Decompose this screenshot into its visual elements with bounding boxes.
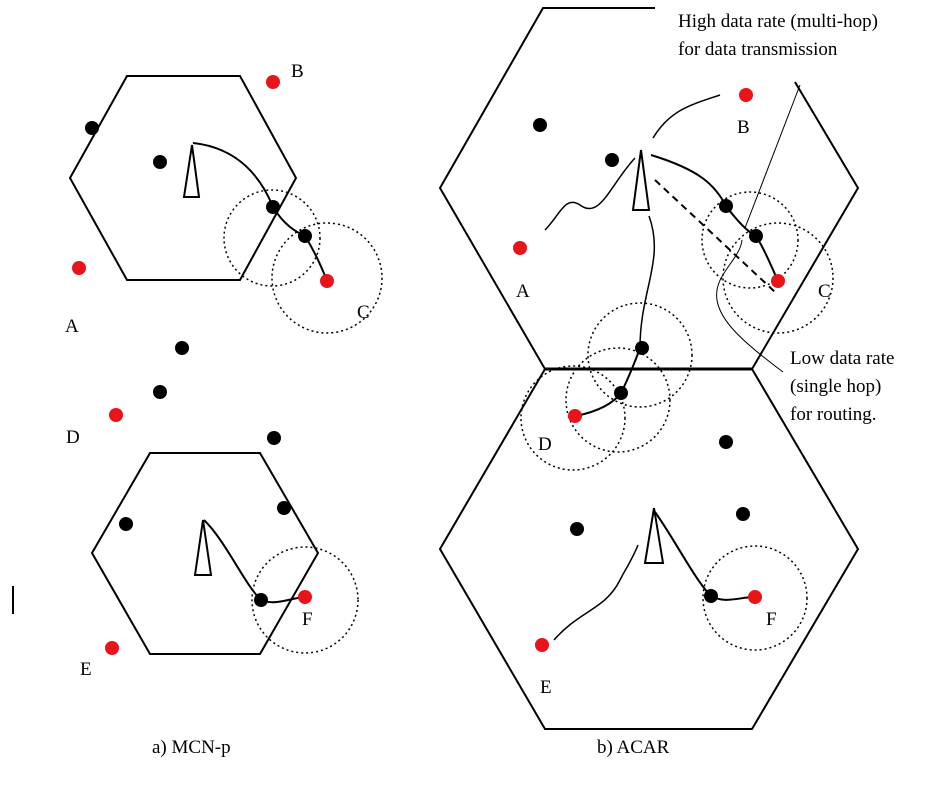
relay-node: [266, 200, 280, 214]
source-node-e: [535, 638, 549, 652]
node-label-b: B: [291, 61, 304, 82]
route-path: [203, 519, 306, 604]
source-node-e: [105, 641, 119, 655]
relay-node: [605, 153, 619, 167]
range-circle: [251, 546, 359, 654]
relay-node: [119, 517, 133, 531]
direct-link-dashed: [654, 179, 776, 293]
range-circle: [565, 347, 671, 453]
node-label-a: A: [65, 316, 79, 337]
route-path: [192, 142, 328, 282]
base-station-antenna-icon: [193, 519, 213, 576]
annotation-low-line-1: Low data rate: [790, 348, 894, 369]
annotation-low-line-2: (single hop): [790, 376, 881, 397]
annotation-high-line-1: High data rate (multi-hop): [678, 11, 878, 32]
range-circle: [722, 222, 834, 334]
relay-node: [719, 435, 733, 449]
source-node-c: [771, 274, 785, 288]
source-node-a: [513, 241, 527, 255]
annotation-low-line-3: for routing.: [790, 404, 877, 425]
relay-node: [749, 229, 763, 243]
source-node-d: [568, 409, 582, 423]
low-rate-route-path: [652, 94, 721, 139]
relay-node: [153, 155, 167, 169]
node-label-c: C: [818, 281, 831, 302]
right-panel: B A C D F E High data rate (multi-hop) f…: [438, 7, 894, 758]
relay-node: [614, 386, 628, 400]
relay-node: [736, 507, 750, 521]
low-rate-route-path: [639, 215, 656, 349]
node-label-c: C: [357, 302, 370, 323]
relay-node: [298, 229, 312, 243]
source-node-c: [320, 274, 334, 288]
low-rate-route-path: [544, 157, 636, 231]
relay-node: [254, 593, 268, 607]
node-label-f: F: [766, 609, 777, 630]
node-label-e: E: [540, 677, 552, 698]
range-circle: [701, 191, 799, 289]
caption-left: a) MCN-p: [152, 737, 231, 758]
annotation-leader-high: [744, 84, 801, 229]
range-circle: [587, 302, 693, 408]
low-rate-route-path: [553, 544, 639, 641]
cell-hexagon-top-left: [68, 75, 298, 281]
relay-node: [277, 501, 291, 515]
range-circle: [702, 545, 808, 651]
node-label-e: E: [80, 659, 92, 680]
source-node-b: [739, 88, 753, 102]
node-label-b: B: [737, 117, 750, 138]
relay-node: [153, 385, 167, 399]
source-node-f: [298, 590, 312, 604]
source-node-d: [109, 408, 123, 422]
cell-hexagon-bottom-left: [90, 452, 320, 655]
node-label-f: F: [302, 609, 313, 630]
node-label-a: A: [516, 281, 530, 302]
relay-node: [719, 199, 733, 213]
base-station-antenna-icon: [182, 144, 201, 198]
route-path: [650, 154, 779, 282]
base-station-antenna-icon: [631, 149, 651, 211]
source-node-a: [72, 261, 86, 275]
annotation-leader-low: [716, 239, 784, 373]
range-circle: [520, 365, 626, 471]
annotation-high-line-2: for data transmission: [678, 39, 838, 60]
relay-node: [267, 431, 281, 445]
relay-node: [570, 522, 584, 536]
range-circle: [271, 222, 383, 334]
caption-right: b) ACAR: [597, 737, 670, 758]
source-node-b: [266, 75, 280, 89]
node-label-d: D: [66, 427, 80, 448]
relay-node: [85, 121, 99, 135]
relay-node: [635, 341, 649, 355]
base-station-antenna-icon: [643, 507, 665, 564]
relay-node: [175, 341, 189, 355]
route-path: [654, 511, 756, 601]
relay-node: [704, 589, 718, 603]
left-panel: B A C D F E a) MCN-p: [65, 61, 383, 758]
node-label-d: D: [538, 434, 552, 455]
source-node-f: [748, 590, 762, 604]
cell-hexagon-top-right: [438, 7, 860, 370]
relay-node: [533, 118, 547, 132]
range-circle: [223, 189, 321, 287]
